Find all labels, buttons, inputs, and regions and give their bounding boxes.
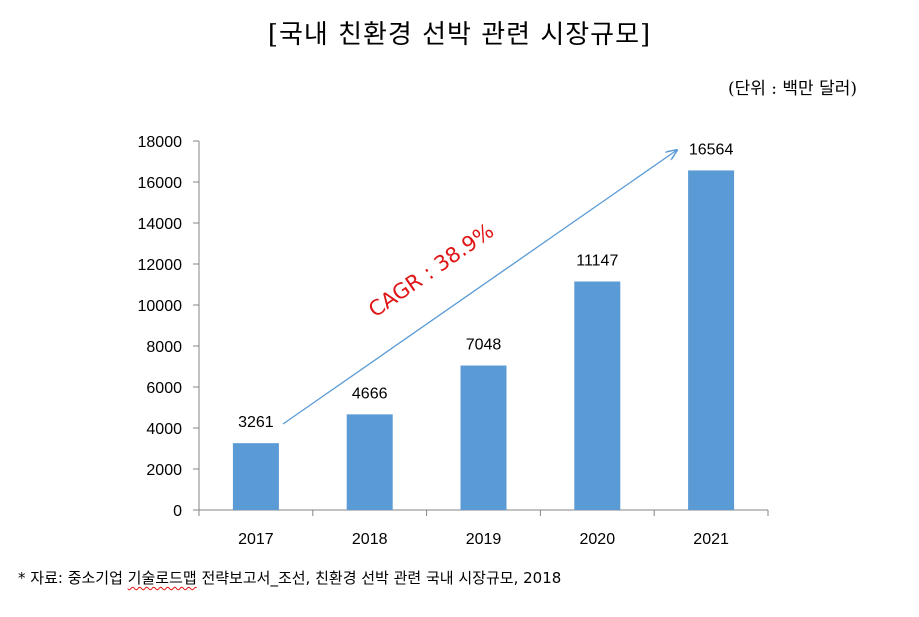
bar-2017 [232, 443, 279, 510]
y-tick-label: 6000 [146, 380, 182, 397]
axes: 0 2000 4000 6000 8000 10000 12000 14000 16000 180… [138, 134, 769, 548]
data-label-2020: 11147 [576, 252, 618, 269]
source-suffix: 전략보고서_조선, 친환경 선박 관련 국내 시장규모, 2018 [196, 569, 562, 587]
x-tick-label-2020: 2020 [580, 531, 616, 548]
y-tick-label: 10000 [138, 298, 183, 315]
data-label-2021: 16564 [689, 141, 734, 158]
bar-2021 [688, 170, 735, 511]
bar-2018 [346, 414, 393, 510]
chart-title: [국내 친환경 선박 관련 시장규모] [267, 20, 652, 50]
bar-2020 [574, 281, 621, 510]
y-tick-label: 2000 [146, 462, 182, 479]
x-tick-label-2018: 2018 [352, 531, 388, 548]
y-tick-label: 12000 [138, 257, 183, 274]
trend-arrow [282, 150, 677, 425]
source-note: * 자료: 중소기업 기술로드맵 전략보고서_조선, 친환경 선박 관련 국내 … [18, 567, 561, 588]
y-tick-label: 18000 [138, 134, 183, 151]
data-label-2018: 4666 [352, 385, 388, 402]
y-tick-label: 0 [173, 503, 182, 520]
y-tick-label: 4000 [146, 421, 182, 438]
x-tick-label-2021: 2021 [693, 531, 729, 548]
unit-label: (단위 : 백만 달러) [727, 79, 857, 99]
x-tick-label-2017: 2017 [238, 531, 274, 548]
y-tick-label: 16000 [138, 175, 183, 192]
y-tick-label: 14000 [138, 216, 183, 233]
cagr-annotation: CAGR : 38.9% [364, 219, 498, 322]
source-prefix: * 자료: 중소기업 [18, 569, 128, 587]
bar-2019 [460, 365, 507, 510]
bars [232, 170, 735, 511]
source-underlined-term: 기술로드맵 [127, 569, 197, 587]
x-tick-label-2019: 2019 [466, 531, 502, 548]
data-labels: 3261 4666 7048 11147 16564 [238, 141, 733, 431]
y-tick-label: 8000 [146, 339, 182, 356]
data-label-2019: 7048 [466, 337, 502, 354]
data-label-2017: 3261 [238, 414, 274, 431]
